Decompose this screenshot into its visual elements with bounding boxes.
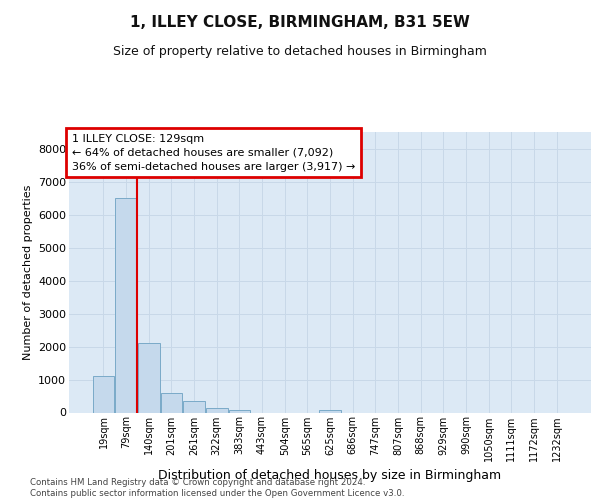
Bar bbox=[161, 392, 182, 412]
Text: 1 ILLEY CLOSE: 129sqm
← 64% of detached houses are smaller (7,092)
36% of semi-d: 1 ILLEY CLOSE: 129sqm ← 64% of detached … bbox=[71, 134, 355, 172]
Bar bbox=[93, 376, 114, 412]
Bar bbox=[138, 344, 160, 412]
Text: Contains HM Land Registry data © Crown copyright and database right 2024.
Contai: Contains HM Land Registry data © Crown c… bbox=[30, 478, 404, 498]
Bar bbox=[319, 410, 341, 412]
Y-axis label: Number of detached properties: Number of detached properties bbox=[23, 185, 32, 360]
Bar bbox=[206, 408, 227, 412]
Text: Size of property relative to detached houses in Birmingham: Size of property relative to detached ho… bbox=[113, 45, 487, 58]
Bar bbox=[184, 401, 205, 412]
Bar bbox=[229, 410, 250, 412]
Text: 1, ILLEY CLOSE, BIRMINGHAM, B31 5EW: 1, ILLEY CLOSE, BIRMINGHAM, B31 5EW bbox=[130, 15, 470, 30]
Bar bbox=[115, 198, 137, 412]
X-axis label: Distribution of detached houses by size in Birmingham: Distribution of detached houses by size … bbox=[158, 469, 502, 482]
